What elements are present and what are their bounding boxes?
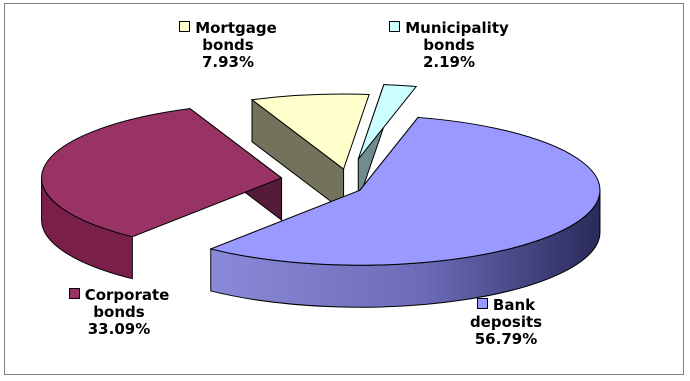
- label-bank-value: 56.79%: [474, 330, 538, 348]
- label-mortgage: Mortgage bonds 7.93%: [174, 20, 282, 71]
- label-bank-line2: deposits: [469, 313, 543, 331]
- label-mortgage-value: 7.93%: [201, 53, 255, 71]
- label-bank-line1: Bank: [492, 296, 536, 314]
- label-municipality: Municipality bonds 2.19%: [383, 20, 515, 71]
- pie-slice-mortgage: [250, 93, 370, 213]
- label-bank: Bank deposits 56.79%: [456, 297, 556, 348]
- pie-slice-corporate: [41, 107, 283, 280]
- pie-slice-bank: [209, 116, 601, 308]
- label-corporate: Corporate bonds 33.09%: [60, 287, 178, 338]
- pie-slice-municipality: [357, 84, 418, 202]
- swatch-corporate: [68, 288, 80, 299]
- label-municipality-line2: bonds: [423, 36, 475, 54]
- swatch-municipality: [389, 21, 401, 32]
- label-corporate-value: 33.09%: [87, 320, 151, 338]
- label-corporate-line2: bonds: [93, 303, 145, 321]
- swatch-mortgage: [179, 21, 191, 32]
- label-municipality-value: 2.19%: [422, 53, 476, 71]
- label-mortgage-line2: bonds: [202, 36, 254, 54]
- label-mortgage-line1: Mortgage: [195, 19, 277, 37]
- swatch-bank: [476, 298, 488, 309]
- label-corporate-line1: Corporate: [84, 286, 170, 304]
- label-municipality-line1: Municipality: [405, 19, 509, 37]
